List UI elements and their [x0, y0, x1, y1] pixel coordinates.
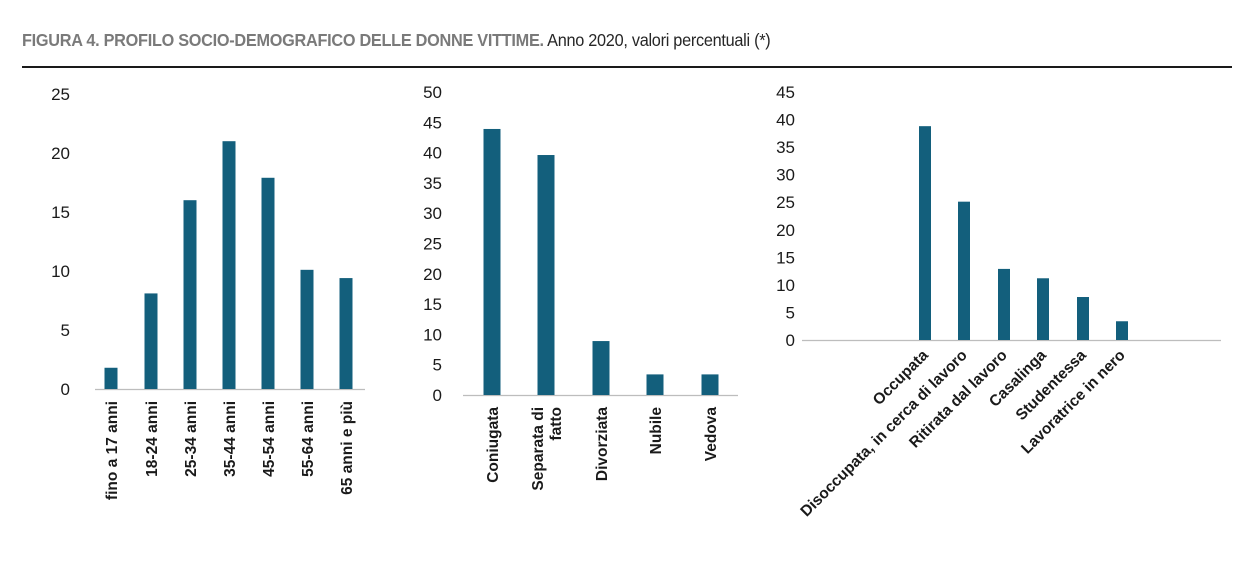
bar — [300, 269, 314, 389]
y-tick-label: 5 — [433, 356, 442, 375]
y-tick-label: 25 — [423, 235, 442, 254]
x-category-label: Divorziata — [594, 407, 611, 481]
y-tick-label: 20 — [776, 221, 795, 240]
x-category-label: Nubile — [648, 407, 665, 455]
y-tick-label: 35 — [776, 138, 795, 157]
y-tick-label: 15 — [423, 295, 442, 314]
chart-2: 0 5 10 15 20 25 30 35 40 45 50 Coniugata Separata di… — [423, 83, 738, 491]
y-tick-label: 45 — [423, 113, 442, 132]
bar — [183, 200, 197, 389]
y-tick-label: 0 — [786, 331, 795, 350]
y-tick-label: 40 — [776, 111, 795, 130]
bar — [261, 177, 275, 389]
y-tick-label: 10 — [423, 325, 442, 344]
bar — [646, 374, 664, 395]
y-tick-label: 5 — [786, 303, 795, 322]
x-category-label-line: Separata di — [530, 407, 547, 491]
y-tick-label: 15 — [776, 248, 795, 267]
x-category-label: fino a 17 anni — [104, 401, 121, 500]
y-tick-label: 35 — [423, 174, 442, 193]
bar — [958, 201, 970, 340]
bar — [339, 278, 353, 389]
y-tick-label: 0 — [433, 386, 442, 405]
x-category-label: Disoccupata, in cerca di lavoro — [797, 347, 970, 520]
y-tick-label: 20 — [423, 265, 442, 284]
x-category-label: Separata difatto — [530, 407, 565, 491]
y-tick-label: 0 — [61, 380, 70, 399]
bar — [104, 367, 118, 389]
y-tick-label: 25 — [51, 85, 70, 104]
y-tick-label: 50 — [423, 83, 442, 102]
chart-1: 0 5 10 15 20 25 fino a 17 anni 18-24 anni 25-34 … — [51, 85, 365, 500]
x-category-label: 18-24 anni — [144, 401, 161, 477]
x-category-label: 25-34 anni — [183, 401, 200, 477]
y-tick-label: 25 — [776, 193, 795, 212]
bar — [1077, 297, 1089, 340]
y-tick-label: 45 — [776, 83, 795, 102]
bar — [483, 128, 501, 395]
y-tick-label: 20 — [51, 144, 70, 163]
y-tick-label: 30 — [423, 204, 442, 223]
y-tick-label: 5 — [61, 321, 70, 340]
y-tick-label: 10 — [776, 276, 795, 295]
figure-title-bold: FIGURA 4. PROFILO SOCIO-DEMOGRAFICO DELL… — [22, 30, 544, 50]
bar — [592, 341, 610, 395]
x-category-label: 45-54 anni — [261, 401, 278, 477]
x-category-label-line: fatto — [548, 407, 565, 441]
figure-title: FIGURA 4. PROFILO SOCIO-DEMOGRAFICO DELL… — [22, 30, 771, 51]
y-tick-label: 10 — [51, 262, 70, 281]
bar — [919, 126, 931, 341]
x-category-label: Coniugata — [485, 407, 502, 483]
x-category-label: 35-44 anni — [222, 401, 239, 477]
x-category-label: Vedova — [703, 407, 720, 462]
bar — [1116, 321, 1128, 340]
bar — [222, 141, 236, 389]
figure-title-subtitle: Anno 2020, valori percentuali (*) — [547, 30, 771, 50]
bar — [537, 155, 555, 395]
bar — [701, 374, 719, 395]
x-category-label: 65 anni e più — [339, 401, 356, 495]
x-category-label: 55-64 anni — [300, 401, 317, 477]
bar — [144, 293, 158, 389]
bar — [998, 268, 1010, 340]
y-tick-label: 40 — [423, 144, 442, 163]
figure-header: FIGURA 4. PROFILO SOCIO-DEMOGRAFICO DELL… — [22, 22, 1232, 68]
bar — [1037, 278, 1049, 340]
y-tick-label: 30 — [776, 166, 795, 185]
y-tick-label: 15 — [51, 203, 70, 222]
